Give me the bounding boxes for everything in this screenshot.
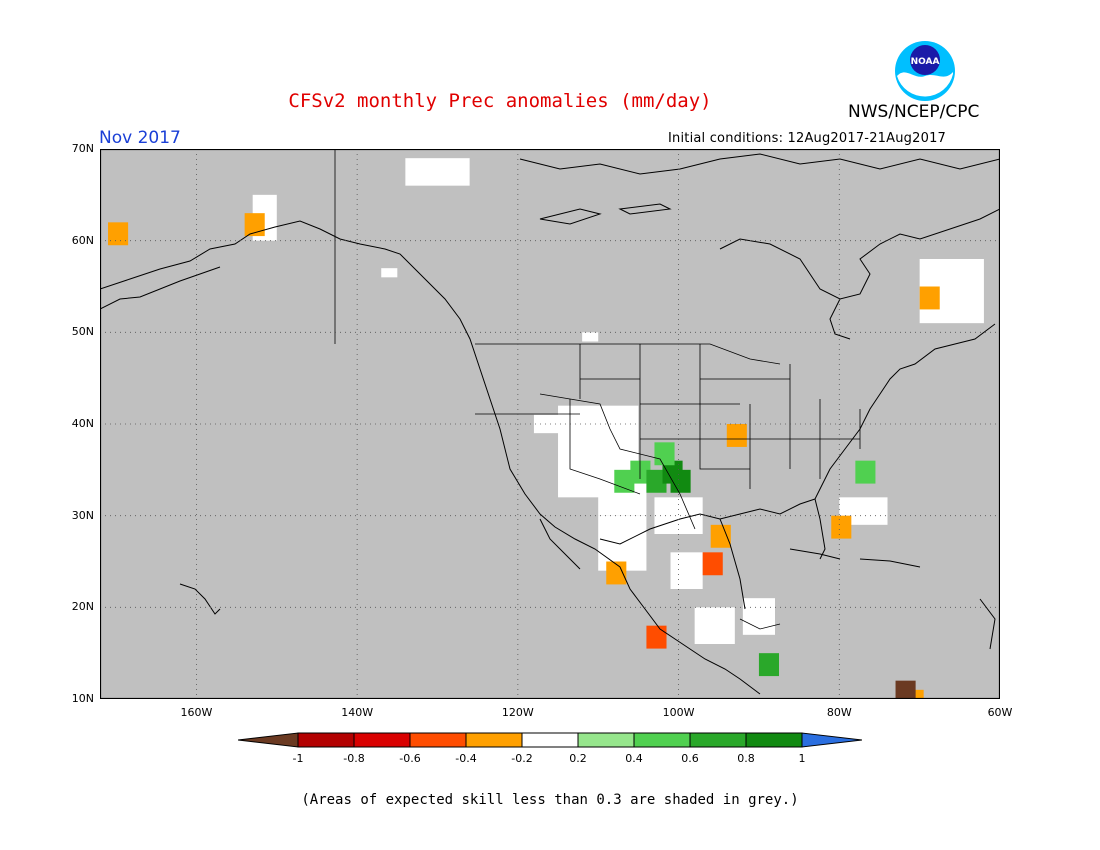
anomaly-cell xyxy=(606,561,627,585)
precip-anomaly-map xyxy=(100,149,1000,699)
colorbar-low-arrow xyxy=(238,732,299,748)
anomaly-cell xyxy=(646,469,667,493)
near-normal-area xyxy=(582,332,599,342)
colorbar-segment xyxy=(465,732,523,748)
colorbar-segment xyxy=(409,732,467,748)
colorbar-tick-label: -0.8 xyxy=(343,752,365,765)
anomaly-cell xyxy=(630,460,651,484)
noaa-logo: NOAA xyxy=(895,41,955,101)
lat-label: 50N xyxy=(71,325,94,339)
colorbar-tick-label: 0.2 xyxy=(569,752,587,765)
lon-label: 140W xyxy=(341,706,374,719)
colorbar xyxy=(238,732,862,748)
colorbar-tick-label: -0.4 xyxy=(455,752,477,765)
anomaly-cell xyxy=(646,625,667,649)
anomaly-cells xyxy=(108,213,940,699)
anomaly-cell xyxy=(108,222,129,246)
anomaly-cell xyxy=(919,286,940,310)
colorbar-tick-label: -1 xyxy=(292,752,304,765)
map-frame xyxy=(100,149,1000,699)
colorbar-tick-label: 0.8 xyxy=(737,752,755,765)
near-normal-area xyxy=(405,158,470,186)
colorbar-segment xyxy=(521,732,579,748)
anomaly-cell xyxy=(244,213,265,237)
near-normal-area xyxy=(670,552,703,589)
anomaly-cell xyxy=(726,424,747,447)
political-borders xyxy=(334,149,861,630)
near-normal-area xyxy=(742,598,775,635)
lon-label: 60W xyxy=(987,706,1013,719)
colorbar-segment xyxy=(297,732,355,748)
anomaly-cell xyxy=(855,460,876,484)
valid-month: Nov 2017 xyxy=(99,128,181,148)
anomaly-cell xyxy=(702,552,723,576)
lat-label: 20N xyxy=(71,600,94,614)
chart-title: CFSv2 monthly Prec anomalies (mm/day) xyxy=(288,90,712,112)
colorbar-segment xyxy=(633,732,691,748)
agency-label: NWS/NCEP/CPC xyxy=(848,102,980,122)
initial-conditions: Initial conditions: 12Aug2017-21Aug2017 xyxy=(668,131,947,146)
colorbar-tick-label: 1 xyxy=(798,752,806,765)
near-normal-area xyxy=(694,607,735,644)
lon-label: 100W xyxy=(662,706,695,719)
lat-label: 30N xyxy=(71,508,94,522)
anomaly-cell xyxy=(670,469,691,493)
anomaly-cell xyxy=(614,469,635,493)
colorbar-high-arrow xyxy=(801,732,862,748)
colorbar-segment xyxy=(745,732,803,748)
lon-label: 80W xyxy=(826,706,852,719)
lon-label: 160W xyxy=(180,706,213,719)
coastlines xyxy=(100,153,1000,695)
graticule xyxy=(100,149,1000,699)
colorbar-segment xyxy=(689,732,747,748)
anomaly-cell xyxy=(895,680,916,699)
lon-label: 120W xyxy=(501,706,534,719)
lat-label: 60N xyxy=(71,233,94,247)
anomaly-cell xyxy=(710,524,731,548)
lat-label: 40N xyxy=(71,417,94,430)
colorbar-tick-label: 0.6 xyxy=(681,752,699,765)
skill-note: (Areas of expected skill less than 0.3 a… xyxy=(301,792,799,808)
colorbar-tick-label: -0.6 xyxy=(399,752,421,765)
near-normal-area xyxy=(381,268,398,278)
anomaly-cell xyxy=(831,515,852,539)
lat-label: 10N xyxy=(71,692,94,705)
colorbar-segment xyxy=(353,732,411,748)
anomaly-cell xyxy=(758,653,780,677)
logo-text: NOAA xyxy=(911,57,940,67)
colorbar-tick-label: 0.4 xyxy=(625,752,643,765)
colorbar-tick-label: -0.2 xyxy=(511,752,533,765)
anomaly-cell xyxy=(654,442,675,466)
colorbar-segment xyxy=(577,732,635,748)
lat-label: 70N xyxy=(71,142,94,155)
